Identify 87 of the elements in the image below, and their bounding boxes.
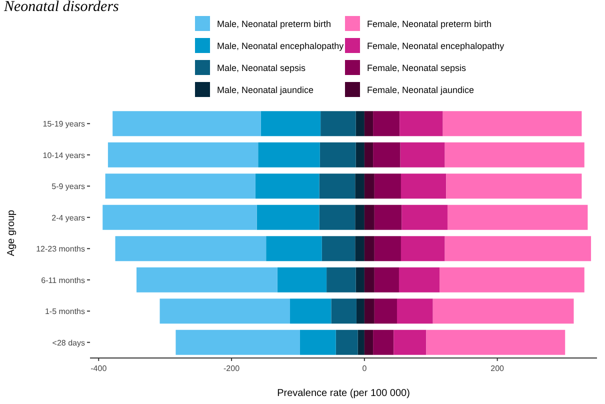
bar (105, 174, 256, 199)
legend-label: Female, Neonatal encephalopathy (367, 41, 505, 51)
legend-label: Male, Neonatal encephalopathy (217, 41, 344, 51)
y-tick-label: <28 days (52, 338, 85, 348)
bar (322, 236, 356, 262)
bar (355, 174, 364, 199)
bar (176, 330, 300, 355)
bar (320, 111, 356, 136)
bar (446, 174, 582, 199)
bar (326, 267, 356, 292)
bar (396, 298, 433, 324)
bar (364, 267, 374, 292)
bar (136, 267, 278, 292)
bar (258, 142, 320, 168)
bar (277, 267, 327, 292)
legend-label: Female, Neonatal sepsis (367, 63, 467, 73)
legend-label: Male, Neonatal jaundice (217, 85, 314, 95)
bar (356, 142, 364, 168)
bar (355, 236, 364, 262)
bar (300, 330, 336, 355)
bar (364, 204, 374, 230)
y-tick-label: 10-14 years (42, 150, 85, 160)
bar (355, 204, 364, 230)
bar (374, 204, 402, 230)
bar (255, 174, 320, 199)
bar (447, 204, 588, 230)
bar (260, 111, 321, 136)
y-axis-title: Age group (6, 209, 17, 256)
bar (364, 142, 374, 168)
bar (160, 298, 290, 324)
y-tick-label: 6-11 months (41, 276, 85, 285)
bar (290, 298, 332, 324)
y-tick-label: 15-19 years (42, 120, 85, 129)
bar (374, 236, 401, 262)
bar (266, 236, 322, 262)
bar (364, 111, 374, 136)
y-tick-label: 5-9 years (52, 182, 85, 192)
bar (356, 111, 364, 136)
bar (374, 174, 401, 199)
bar (320, 142, 356, 168)
x-tick-label: -200 (224, 364, 240, 373)
legend-label: Female, Neonatal jaundice (367, 85, 474, 95)
bar (432, 298, 574, 324)
bar (373, 330, 394, 355)
bar (374, 267, 399, 292)
bar (400, 236, 445, 262)
bar (398, 267, 440, 292)
bar (442, 111, 582, 136)
y-tick-label: 1-5 months (44, 307, 85, 316)
bar (115, 236, 266, 262)
chart-title: Neonatal disorders (3, 0, 120, 15)
bar (394, 330, 426, 355)
bar (112, 111, 261, 136)
bar (356, 298, 364, 324)
bar (108, 142, 258, 168)
bar (400, 174, 446, 199)
bar (444, 236, 592, 262)
bar (364, 330, 374, 355)
bar (364, 174, 374, 199)
y-tick-label: 2-4 years (52, 213, 85, 222)
bar (331, 298, 356, 324)
bar (444, 142, 584, 168)
bar (364, 236, 374, 262)
legend-label: Female, Neonatal preterm birth (367, 19, 492, 29)
x-tick-label: 200 (490, 364, 505, 373)
bar (440, 267, 584, 292)
bar (364, 298, 374, 324)
bar (358, 330, 364, 355)
bar (336, 330, 358, 355)
bar (102, 204, 257, 230)
x-tick-label: 0 (362, 364, 368, 373)
bar (319, 204, 356, 230)
bar (374, 298, 397, 324)
bar (426, 330, 566, 355)
bar (356, 267, 364, 292)
bar (373, 111, 400, 136)
legend-label: Male, Neonatal preterm birth (217, 19, 332, 29)
bar (400, 111, 443, 136)
bar (373, 142, 400, 168)
bar (400, 142, 445, 168)
x-tick-label: -400 (90, 364, 108, 373)
bar (402, 204, 448, 230)
x-axis-title: Prevalence rate (per 100 000) (277, 388, 410, 399)
y-tick-label: 12-23 months (36, 244, 85, 254)
bar (256, 204, 320, 230)
legend-label: Male, Neonatal sepsis (217, 63, 306, 73)
bar (319, 174, 356, 199)
